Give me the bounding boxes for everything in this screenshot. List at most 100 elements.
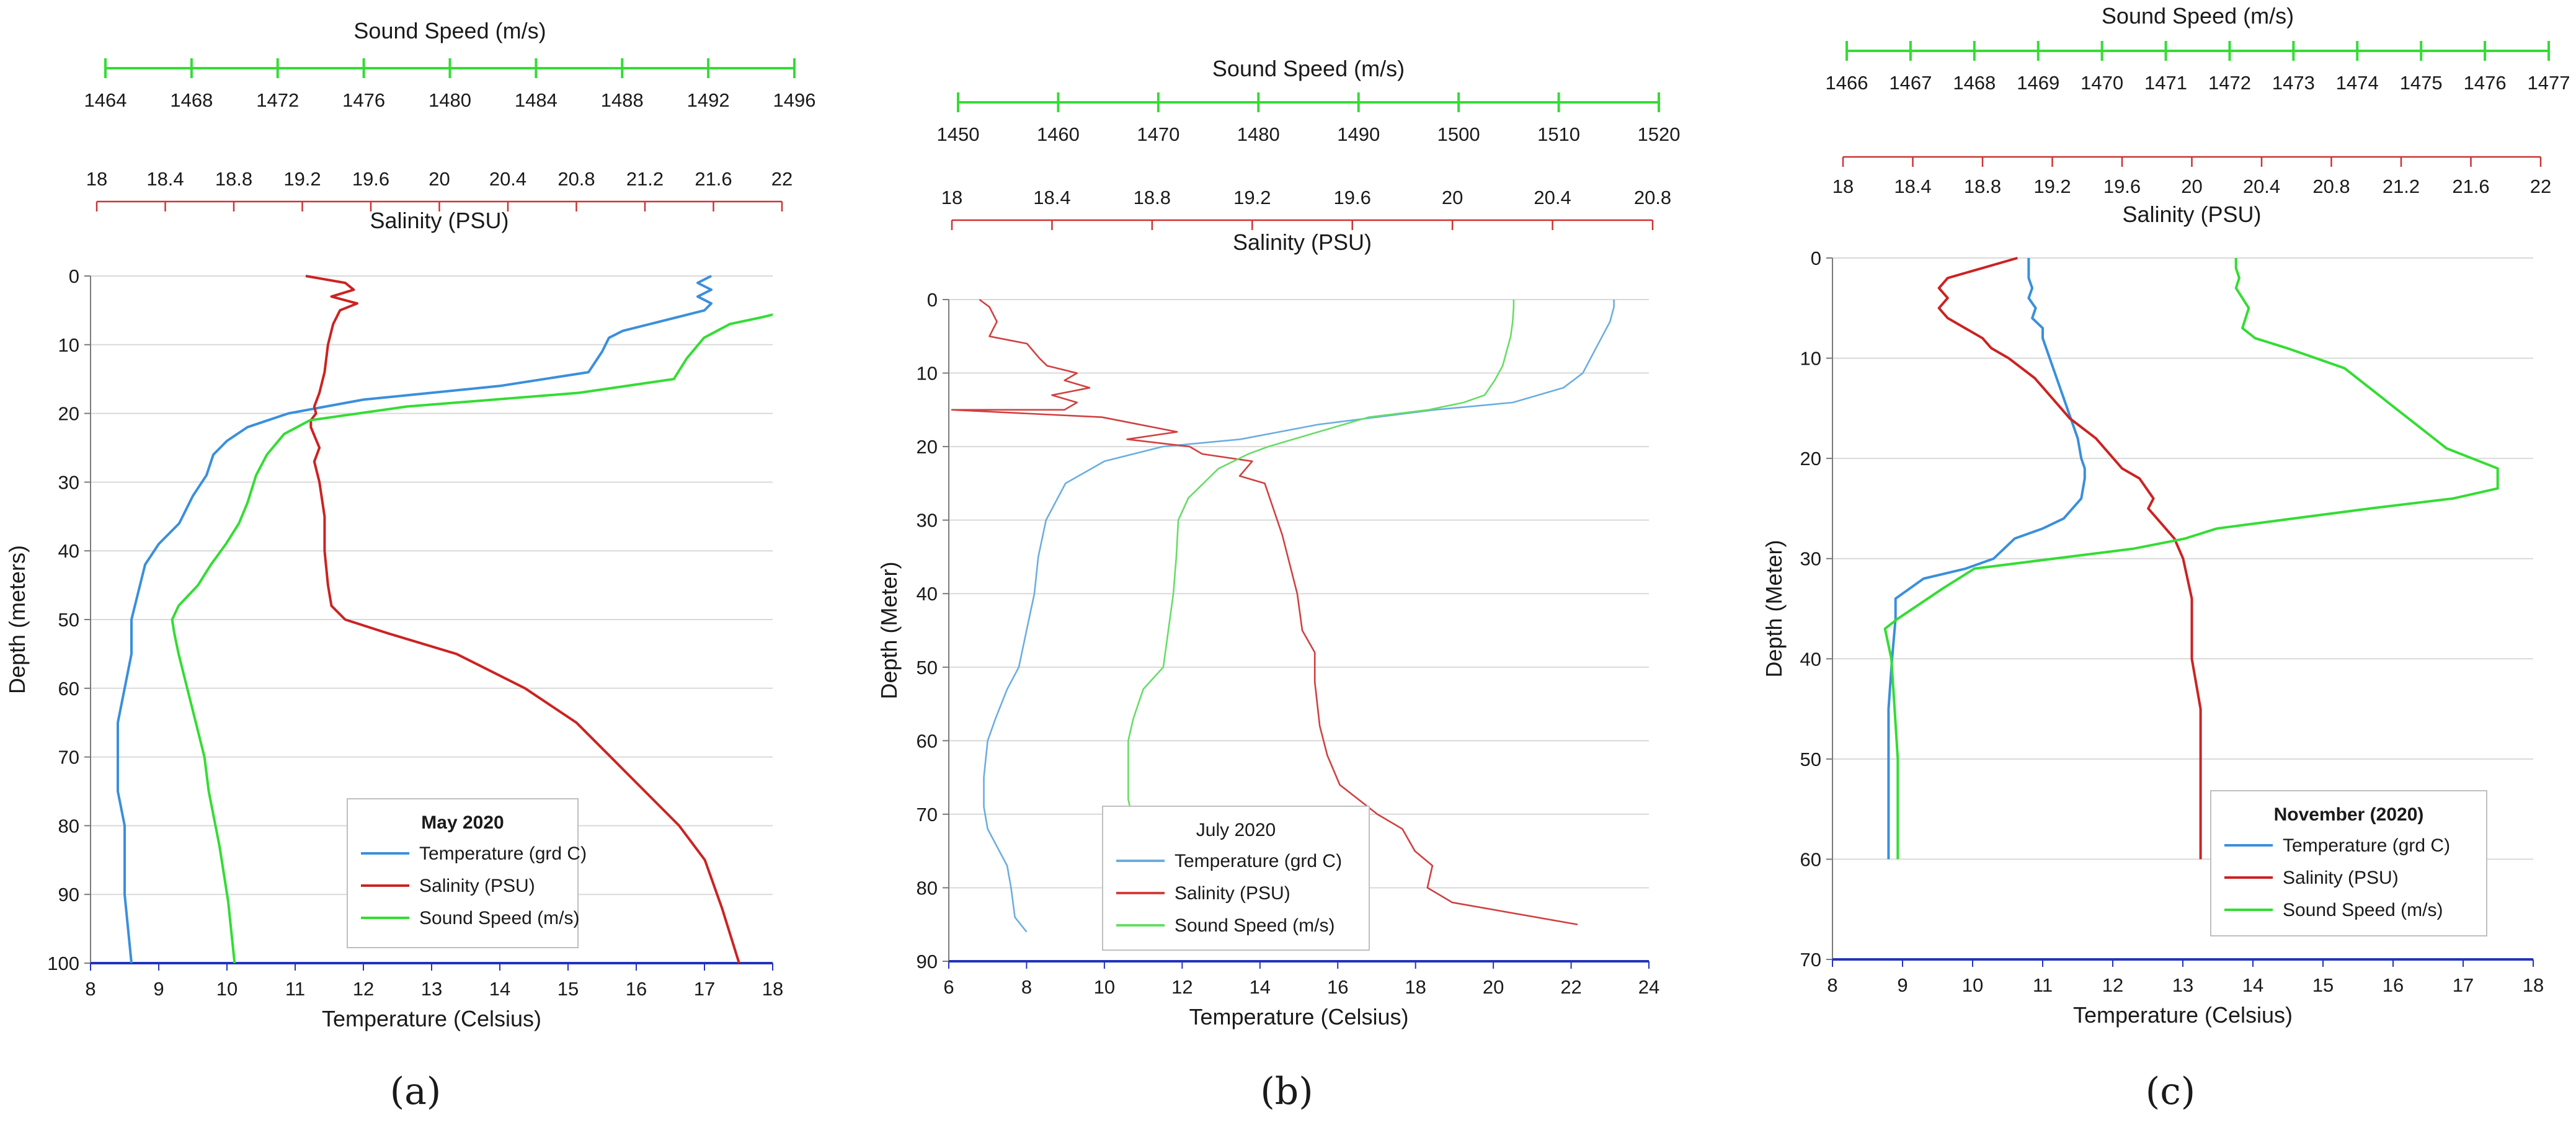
sound-speed-tick-label: 1496 bbox=[773, 89, 816, 111]
chart-panel-1: 0 10 20 30 40 50 60 70 80 90 100 Depth (meters) 8 9 10… bbox=[4, 18, 815, 1113]
salinity-tick-label: 18.8 bbox=[1964, 176, 2001, 197]
x-tick-label: 14 bbox=[2242, 974, 2263, 996]
legend-entry: Salinity (PSU) bbox=[419, 876, 535, 896]
legend-title: July 2020 bbox=[1196, 820, 1276, 840]
y-tick-label: 40 bbox=[917, 583, 938, 605]
sound-speed-tick-label: 1480 bbox=[1237, 123, 1280, 145]
x-tick-label: 10 bbox=[1962, 974, 1983, 996]
legend-entry: Temperature (grd C) bbox=[419, 843, 587, 864]
salinity-tick-label: 18.8 bbox=[1134, 187, 1171, 208]
sound-speed-axis-title: Sound Speed (m/s) bbox=[1212, 56, 1405, 81]
sound-speed-tick-label: 1467 bbox=[1889, 72, 1932, 94]
x-axis-title: Temperature (Celsius) bbox=[322, 1006, 541, 1031]
sound-speed-tick-label: 1510 bbox=[1537, 123, 1580, 145]
x-tick-label: 8 bbox=[85, 978, 95, 1000]
sound-speed-tick-label: 1472 bbox=[2208, 72, 2251, 94]
salinity-tick-label: 19.6 bbox=[1334, 187, 1371, 208]
salinity-tick-label: 20.4 bbox=[489, 168, 526, 190]
sound-speed-tick-label: 1474 bbox=[2336, 72, 2379, 94]
x-tick-label: 24 bbox=[1638, 976, 1659, 998]
series-line-sound-speed bbox=[1883, 258, 2499, 860]
y-tick-label: 70 bbox=[58, 747, 79, 768]
salinity-tick-label: 18.4 bbox=[1894, 176, 1931, 197]
panel-label: (a) bbox=[390, 1070, 442, 1113]
y-tick-label: 30 bbox=[58, 471, 79, 493]
salinity-tick-label: 21.6 bbox=[695, 168, 732, 190]
sound-speed-tick-label: 1468 bbox=[1953, 72, 1996, 94]
sound-speed-tick-label: 1500 bbox=[1437, 123, 1480, 145]
x-tick-label: 17 bbox=[2453, 974, 2474, 996]
salinity-tick-label: 20.8 bbox=[2312, 176, 2350, 197]
y-tick-label: 20 bbox=[917, 436, 938, 458]
y-tick-label: 70 bbox=[1800, 949, 1821, 971]
y-tick-label: 60 bbox=[1800, 848, 1821, 870]
sound-speed-tick-label: 1460 bbox=[1037, 123, 1080, 145]
x-tick-label: 10 bbox=[216, 978, 238, 1000]
legend-box bbox=[2210, 790, 2487, 936]
x-tick-label: 15 bbox=[557, 978, 579, 1000]
y-tick-label: 30 bbox=[917, 510, 938, 531]
legend-entry: Sound Speed (m/s) bbox=[419, 908, 579, 928]
salinity-tick-label: 18.4 bbox=[1033, 187, 1070, 208]
salinity-tick-label: 18 bbox=[1832, 176, 1854, 197]
legend-entry: Temperature (grd C) bbox=[2283, 835, 2450, 856]
y-axis-title: Depth (meters) bbox=[4, 545, 30, 694]
sound-speed-tick-label: 1470 bbox=[2081, 72, 2123, 94]
y-tick-label: 10 bbox=[917, 363, 938, 385]
sound-speed-axis-title: Sound Speed (m/s) bbox=[353, 18, 546, 43]
salinity-tick-label: 18 bbox=[86, 168, 107, 190]
y-tick-label: 80 bbox=[917, 877, 938, 899]
y-tick-label: 100 bbox=[47, 953, 79, 974]
legend: November (2020) Temperature (grd C) Salini… bbox=[2210, 790, 2487, 936]
salinity-tick-label: 20 bbox=[429, 168, 450, 190]
salinity-tick-label: 18.4 bbox=[146, 168, 184, 190]
y-tick-label: 0 bbox=[1811, 247, 1821, 269]
sound-speed-tick-label: 1450 bbox=[937, 123, 980, 145]
y-tick-label: 20 bbox=[58, 403, 79, 425]
legend: July 2020 Temperature (grd C) Salinity (PS… bbox=[1102, 806, 1370, 951]
x-tick-label: 18 bbox=[1405, 976, 1426, 998]
y-tick-label: 90 bbox=[58, 884, 79, 905]
y-tick-label: 70 bbox=[917, 804, 938, 825]
legend-entry: Temperature (grd C) bbox=[1175, 851, 1342, 871]
salinity-tick-label: 20 bbox=[2181, 176, 2202, 197]
y-tick-label: 0 bbox=[69, 265, 79, 287]
x-tick-label: 14 bbox=[1250, 976, 1271, 998]
x-tick-label: 12 bbox=[2102, 974, 2123, 996]
salinity-axis-title: Salinity (PSU) bbox=[370, 208, 509, 233]
panel-label: (b) bbox=[1260, 1070, 1313, 1113]
x-tick-label: 16 bbox=[626, 978, 647, 1000]
series-line-temperature bbox=[117, 275, 713, 963]
legend-entry: Sound Speed (m/s) bbox=[2283, 900, 2443, 920]
salinity-axis-title: Salinity (PSU) bbox=[2122, 202, 2261, 227]
panel-label: (c) bbox=[2146, 1070, 2195, 1113]
sound-speed-tick-label: 1468 bbox=[170, 89, 213, 111]
series-line-sound-speed bbox=[171, 276, 773, 963]
y-tick-label: 90 bbox=[917, 951, 938, 972]
series-line-salinity bbox=[305, 275, 740, 963]
y-tick-label: 60 bbox=[917, 730, 938, 752]
salinity-tick-label: 20.4 bbox=[2243, 176, 2280, 197]
sound-speed-tick-label: 1466 bbox=[1826, 72, 1868, 94]
salinity-tick-label: 22 bbox=[771, 168, 793, 190]
x-tick-label: 22 bbox=[1560, 976, 1581, 998]
legend: May 2020 Temperature (grd C) Salinity (PSU… bbox=[347, 798, 587, 948]
x-tick-label: 13 bbox=[2172, 974, 2193, 996]
y-tick-label: 80 bbox=[58, 815, 79, 837]
y-tick-label: 40 bbox=[58, 540, 79, 562]
sound-speed-tick-label: 1470 bbox=[1137, 123, 1179, 145]
salinity-tick-label: 20.8 bbox=[557, 168, 595, 190]
x-tick-label: 18 bbox=[2523, 974, 2544, 996]
y-tick-label: 10 bbox=[58, 334, 79, 356]
sound-speed-tick-label: 1469 bbox=[2017, 72, 2059, 94]
y-tick-label: 40 bbox=[1800, 648, 1821, 670]
salinity-tick-label: 18 bbox=[941, 187, 962, 208]
legend-entry: Salinity (PSU) bbox=[2283, 868, 2399, 888]
y-tick-label: 10 bbox=[1800, 348, 1821, 370]
salinity-tick-label: 19.2 bbox=[1233, 187, 1271, 208]
x-tick-label: 8 bbox=[1827, 974, 1837, 996]
salinity-tick-label: 21.2 bbox=[626, 168, 664, 190]
legend-title: November (2020) bbox=[2274, 804, 2424, 825]
sound-speed-tick-label: 1484 bbox=[515, 89, 557, 111]
